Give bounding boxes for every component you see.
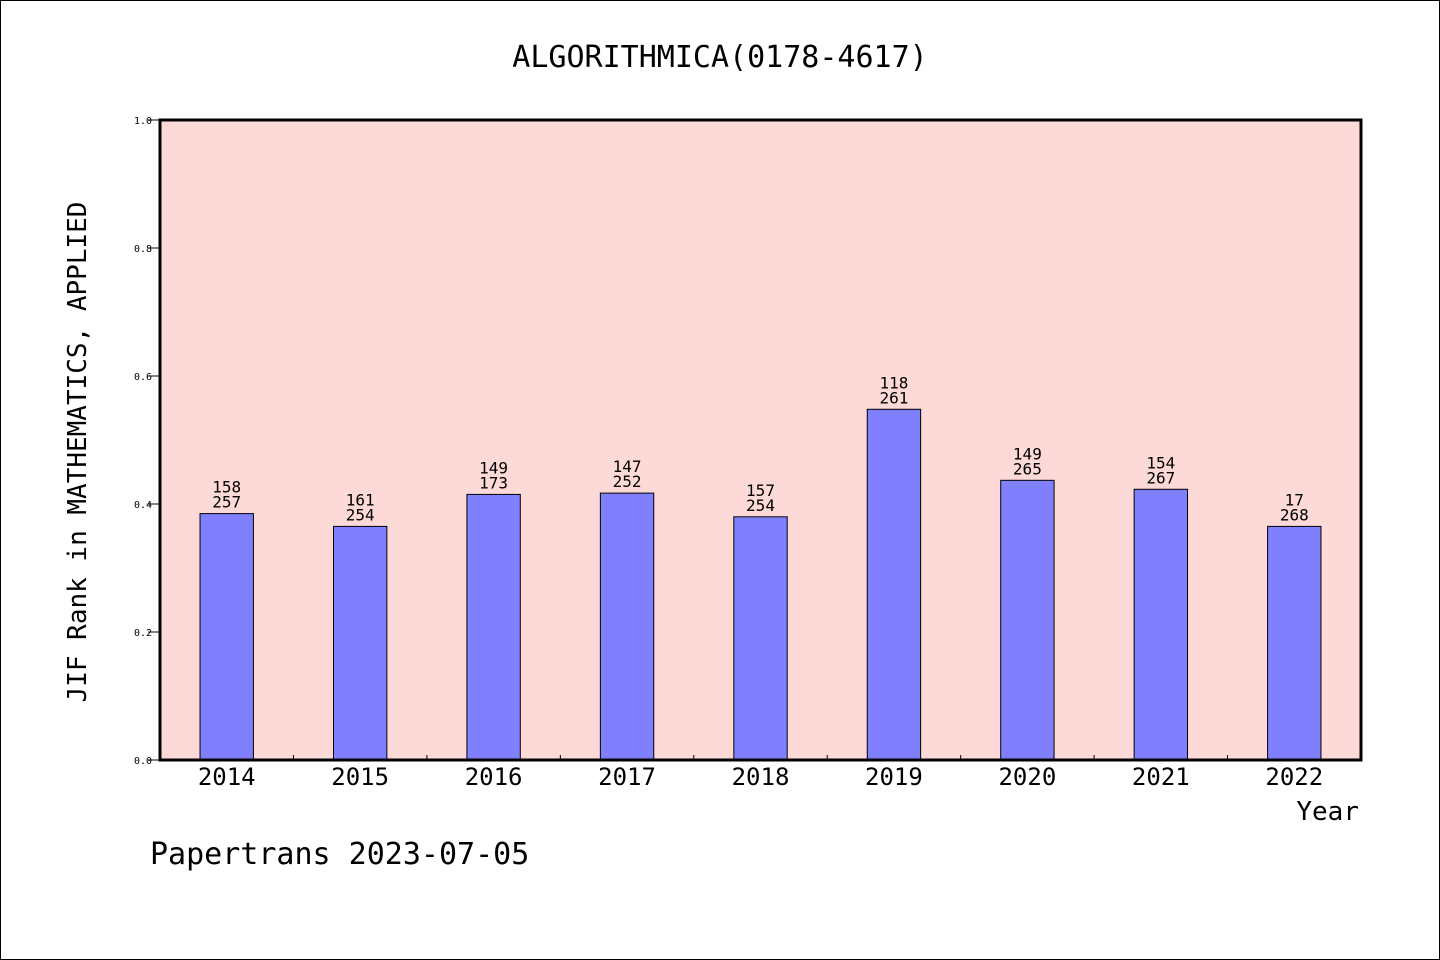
bar-label-top: 17 xyxy=(1285,490,1304,509)
x-tick-label-2016: 2016 xyxy=(465,763,523,791)
y-tick-label: 0.6 xyxy=(134,372,152,383)
bar-2016 xyxy=(466,493,521,761)
y-tick-label: 0.4 xyxy=(134,500,152,511)
bar-label-top: 161 xyxy=(346,490,375,509)
bar-2020 xyxy=(1000,479,1055,761)
x-tick-label-2015: 2015 xyxy=(331,763,389,791)
bar-label-bottom: 267 xyxy=(1146,468,1175,487)
bar-2019 xyxy=(866,408,922,761)
bar-2022 xyxy=(1267,525,1322,761)
x-tick-label-2020: 2020 xyxy=(998,763,1056,791)
bar-label-top: 147 xyxy=(613,457,642,476)
y-tick-label: 0.2 xyxy=(134,628,152,639)
bar-2018 xyxy=(733,516,788,761)
x-tick-label-2018: 2018 xyxy=(732,763,790,791)
bar-label-bottom: 173 xyxy=(479,473,508,492)
bar-2015 xyxy=(332,525,388,761)
bar-label-top: 154 xyxy=(1146,453,1175,472)
x-tick-label-2022: 2022 xyxy=(1265,763,1323,791)
x-tick-label-2021: 2021 xyxy=(1132,763,1190,791)
x-tick-label-2019: 2019 xyxy=(865,763,923,791)
chart-title: ALGORITHMICA(0178-4617) xyxy=(512,40,927,75)
bar-label-bottom: 252 xyxy=(613,472,642,491)
bar-label-bottom: 261 xyxy=(879,388,908,407)
bar-label-top: 157 xyxy=(746,481,775,500)
y-axis-label: JIF Rank in MATHEMATICS, APPLIED xyxy=(63,202,93,703)
bar-2014 xyxy=(199,513,254,761)
x-axis-label: Year xyxy=(1296,797,1359,827)
x-tick-label-2014: 2014 xyxy=(198,763,256,791)
bar-label-top: 118 xyxy=(879,373,908,392)
bar-label-bottom: 268 xyxy=(1280,505,1309,524)
bar-2017 xyxy=(599,492,655,761)
bar-label-bottom: 254 xyxy=(346,505,375,524)
bar-label-top: 149 xyxy=(479,458,508,477)
y-tick-label: 1.0 xyxy=(134,116,152,127)
bar-label-top: 149 xyxy=(1013,444,1042,463)
plot-border xyxy=(158,118,1363,762)
bar-label-bottom: 257 xyxy=(212,493,241,512)
bars-group xyxy=(199,408,1322,761)
y-tick-label: 0.8 xyxy=(134,244,152,255)
bar-2021 xyxy=(1133,488,1189,761)
bar-label-bottom: 265 xyxy=(1013,459,1042,478)
x-tick-label-2017: 2017 xyxy=(598,763,656,791)
bar-label-top: 158 xyxy=(212,478,241,497)
footer-text: Papertrans 2023-07-05 xyxy=(150,837,529,872)
y-tick-label: 0.0 xyxy=(134,756,152,767)
x-axis: 2014 2015 2016 2017 2018 2019 2020 2021 2022 xyxy=(198,755,1323,791)
y-axis: 0.0 0.2 0.4 0.6 0.8 1.0 xyxy=(134,116,160,767)
bar-label-bottom: 254 xyxy=(746,496,775,515)
